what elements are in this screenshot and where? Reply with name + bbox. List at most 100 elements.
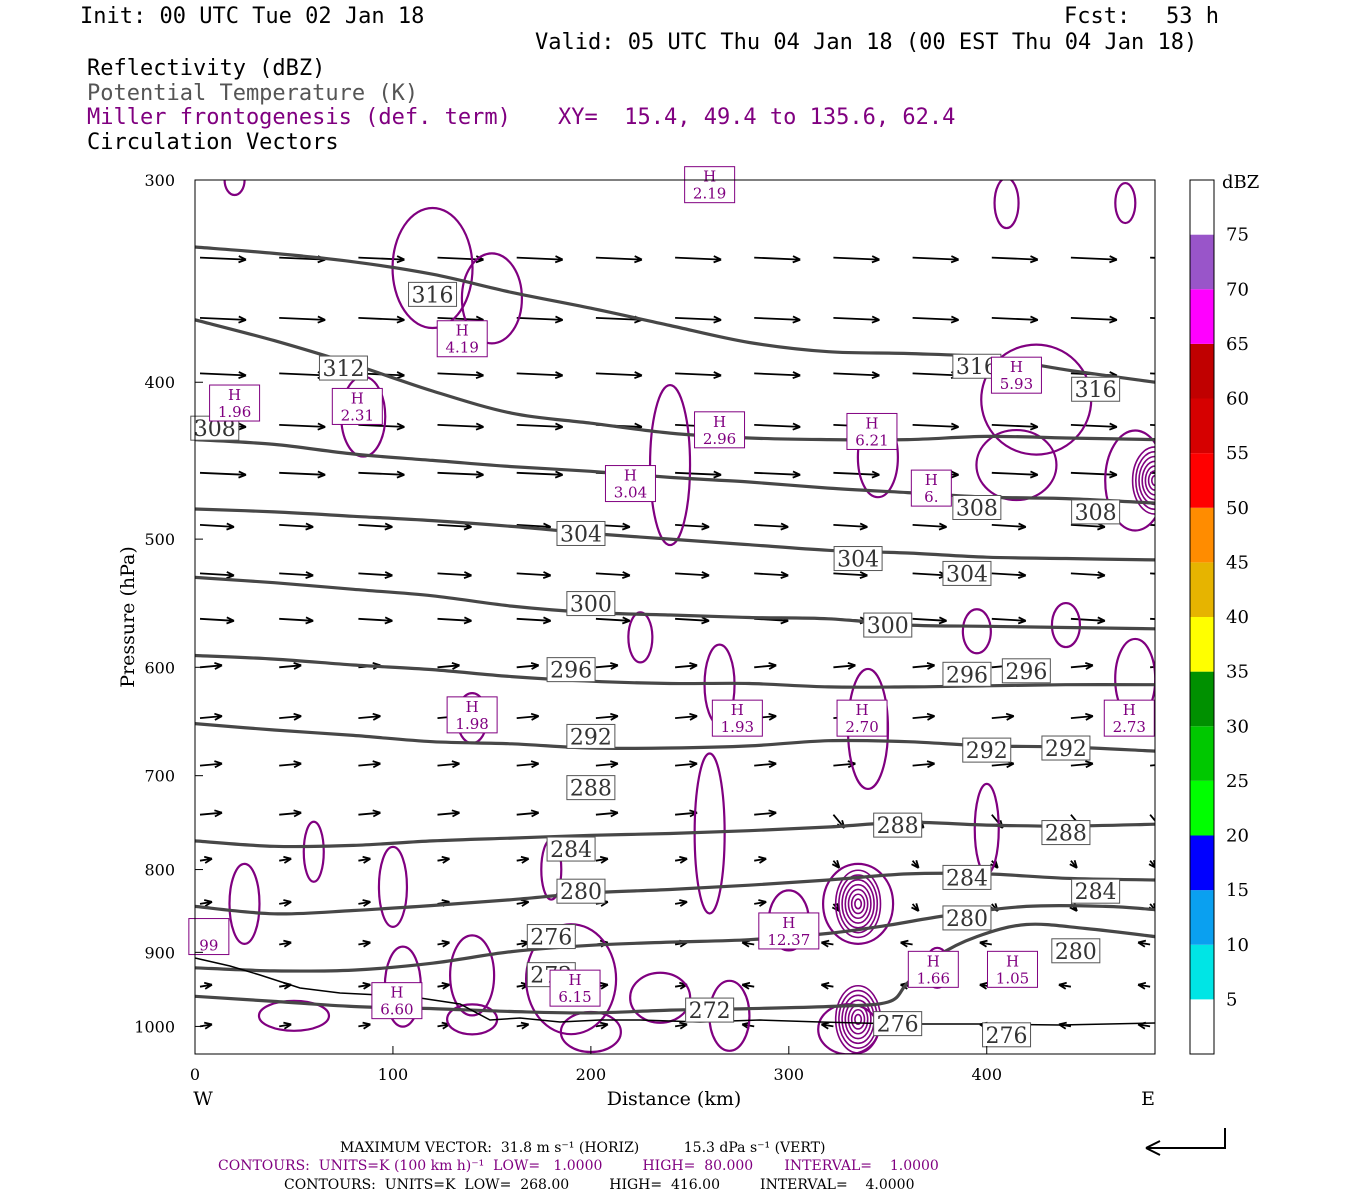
circulation-vector [991,315,1039,324]
y-tick-label: 800 [144,861,175,880]
colorbar-tick-label: 50 [1226,498,1249,519]
theta-label: 280 [560,880,602,905]
circulation-vector [358,616,393,625]
circulation-vector [595,371,643,380]
frontogenesis-high-value: 4.19 [446,339,479,357]
circulation-vector [675,760,698,769]
circulation-vector [437,809,460,818]
frontogenesis-high-box [907,950,959,988]
frontogenesis-contour [821,862,895,945]
circulation-vector [1150,256,1155,259]
colorbar-swatch [1190,289,1214,344]
circulation-vector [1070,422,1118,431]
colorbar-swatch [1190,234,1214,290]
circulation-vector [833,662,856,670]
frontogenesis-high-box [836,699,888,737]
circulation-vector [754,470,801,479]
theta-label-box [833,546,883,572]
frontogenesis-contour [844,883,872,924]
circulation-vector [279,616,314,625]
y-tick-label: 700 [144,767,175,786]
frontogenesis-contour [847,888,869,920]
theta-label-box [685,997,735,1023]
circulation-vector [911,860,920,869]
circulation-vector [279,899,292,907]
theta-label-box [873,812,923,838]
frontogenesis-high-marker: H [782,914,795,932]
theta-label: 276 [877,1013,919,1038]
circulation-vector [279,371,326,380]
circulation-vector [1070,760,1094,769]
y-tick-label: 400 [144,373,175,392]
frontogenesis-high-value: 1.05 [996,969,1029,987]
theta-label-box [556,520,606,546]
reference-vector-icon [1145,1128,1226,1156]
colorbar-swatch [1190,562,1214,617]
circulation-vector [199,981,213,990]
circulation-vector [1070,616,1106,625]
theta-label-box [566,723,616,749]
circulation-vector [516,315,564,324]
frontogenesis-contour [1138,455,1155,506]
frontogenesis-high-marker: H [568,971,581,989]
circulation-vector [358,712,381,721]
frontogenesis-high-marker: H [1010,358,1023,376]
circulation-vector [516,809,540,818]
colorbar-swatch [1190,835,1214,891]
frontogenesis-high-box [684,166,736,204]
circulation-vector [279,571,314,579]
frontogenesis-high-value: 2.19 [693,185,726,203]
frontogenesis-contour [961,608,992,655]
x-axis-title: Distance (km) [607,1088,742,1110]
colorbar-swatch [1190,343,1214,399]
frontogenesis-contour [223,180,246,197]
x-tick-label: 400 [971,1065,1002,1084]
frontogenesis-contour [841,994,875,1045]
circulation-vector [833,255,880,264]
theta-label-box [1051,938,1101,964]
theta-label: 316 [1075,378,1117,403]
colorbar-tick-label: 5 [1226,989,1237,1010]
circulation-vector [516,899,530,907]
circulation-vector [516,662,540,670]
frontogenesis-high-value: 99 [199,937,218,955]
frontogenesis-contour [449,934,496,1017]
frontogenesis-high-box [986,950,1038,988]
circulation-vector [991,422,1039,431]
circulation-vector [675,371,722,380]
circulation-vector [279,662,302,670]
circulation-vector [595,662,619,670]
forecast-label: Fcst: [1064,4,1131,29]
theta-label: 304 [560,522,602,547]
theta-label: 292 [570,725,612,750]
circulation-vector [595,616,631,625]
colorbar-tick-label: 10 [1226,935,1249,956]
circulation-vector [900,939,913,948]
theta-label-box [566,775,616,801]
frontogenesis-high-value: 6.60 [380,1001,413,1019]
circulation-vector [1070,662,1094,670]
circulation-vector [358,315,405,324]
theta-label-box [982,1022,1032,1048]
frontogenesis-contour [629,971,692,1024]
circulation-vector [675,470,722,479]
frontogenesis-high-value: 5.93 [1000,375,1033,393]
theta-label-box [942,864,992,890]
colorbar-swatch [1190,453,1214,508]
frontogenesis-contour [1135,450,1155,511]
frontogenesis-high-value: 2.73 [1113,718,1146,736]
theta-label-box [873,1011,923,1037]
frontogenesis-high-marker: H [703,168,716,186]
circulation-vector [437,470,484,479]
frontogenesis-high-marker: H [925,471,938,489]
frontogenesis-contour [975,428,1058,502]
init-time: Init: 00 UTC Tue 02 Jan 18 [80,4,425,29]
circulation-vector [279,712,302,721]
frontogenesis-high-box [371,982,423,1020]
circulation-vector [279,1021,292,1030]
circulation-vector [675,616,710,625]
circulation-vector [437,981,450,990]
colorbar-tick-label: 15 [1226,880,1249,901]
circulation-vector [754,571,789,579]
circulation-vector [912,616,947,625]
